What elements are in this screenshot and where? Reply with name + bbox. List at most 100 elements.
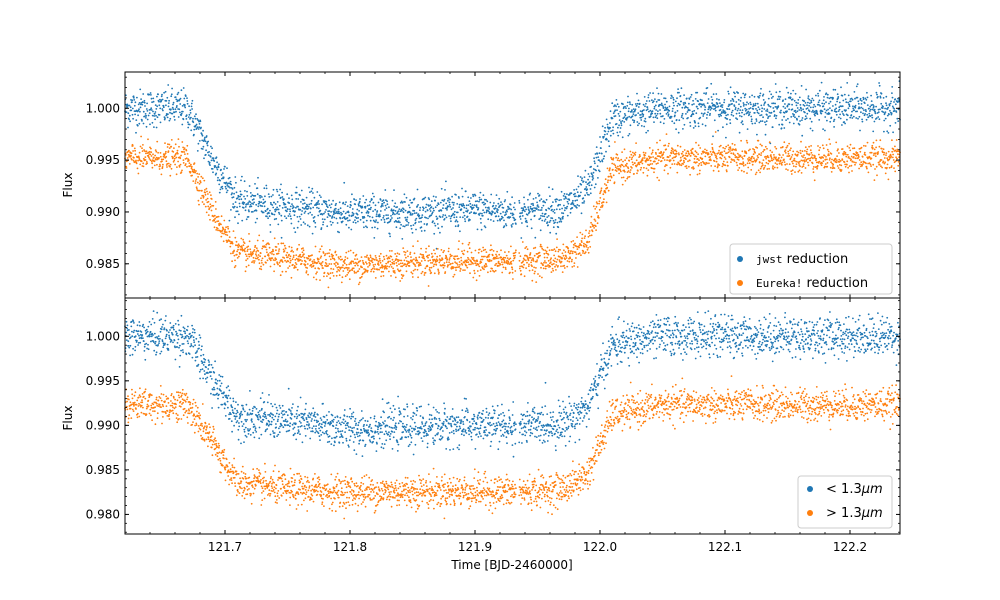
data-point: [688, 109, 691, 112]
data-point: [592, 177, 595, 180]
data-point: [751, 94, 753, 97]
data-point: [247, 245, 250, 248]
data-point: [804, 150, 806, 152]
data-point: [621, 151, 623, 154]
data-point: [334, 210, 336, 212]
data-point: [742, 162, 745, 165]
data-point: [628, 159, 631, 162]
data-point: [395, 262, 398, 264]
data-point: [704, 124, 707, 127]
data-point: [583, 242, 585, 245]
data-point: [313, 219, 315, 222]
data-point: [784, 149, 787, 152]
data-point: [556, 258, 559, 261]
data-point: [606, 181, 609, 184]
data-point: [822, 105, 825, 108]
data-point: [489, 260, 491, 262]
data-point: [683, 123, 686, 126]
data-point: [415, 256, 417, 259]
data-point: [393, 262, 396, 265]
data-point: [852, 107, 855, 110]
data-point: [652, 156, 654, 158]
data-point: [494, 264, 496, 267]
data-point: [216, 227, 219, 230]
data-point: [807, 97, 810, 99]
data-point: [351, 193, 353, 196]
data-point: [532, 204, 535, 207]
data-point: [592, 175, 594, 177]
data-point: [654, 160, 656, 163]
data-point: [205, 135, 208, 137]
data-point: [640, 125, 643, 127]
data-point: [535, 260, 538, 263]
data-point: [676, 171, 679, 174]
data-point: [711, 148, 714, 151]
data-point: [855, 117, 858, 119]
data-point: [355, 199, 357, 202]
data-point: [427, 260, 430, 262]
data-point: [854, 97, 856, 100]
data-point: [231, 188, 234, 190]
data-point: [485, 263, 487, 266]
data-point: [894, 98, 897, 100]
data-point: [826, 165, 829, 168]
data-point: [706, 102, 709, 104]
data-point: [334, 204, 337, 207]
data-point: [826, 162, 829, 164]
data-point: [763, 166, 766, 169]
data-point: [813, 103, 815, 106]
data-point: [255, 209, 258, 212]
data-point: [254, 183, 256, 185]
data-point: [590, 165, 592, 168]
data-point: [665, 133, 668, 136]
data-point: [330, 224, 333, 226]
data-point: [872, 105, 875, 108]
data-point: [206, 144, 209, 147]
data-point: [170, 145, 173, 148]
data-point: [663, 159, 666, 161]
data-point: [626, 105, 629, 107]
data-point: [340, 281, 343, 284]
data-point: [278, 261, 281, 264]
data-point: [309, 207, 312, 210]
data-point: [338, 270, 341, 272]
data-point: [139, 88, 142, 91]
data-point: [857, 117, 859, 120]
data-point: [834, 157, 837, 160]
data-point: [365, 219, 368, 222]
data-point: [748, 113, 751, 116]
data-point: [510, 224, 513, 227]
data-point: [597, 177, 599, 179]
data-point: [375, 219, 377, 222]
data-point: [563, 209, 566, 212]
data-point: [501, 261, 503, 263]
data-point: [791, 169, 794, 172]
data-point: [292, 205, 294, 207]
data-point: [194, 182, 197, 185]
data-point: [197, 142, 200, 145]
data-point: [779, 96, 782, 98]
data-point: [834, 103, 837, 106]
data-point: [693, 109, 696, 112]
data-point: [438, 271, 440, 274]
data-point: [720, 157, 723, 160]
data-point: [388, 233, 391, 235]
data-point: [659, 121, 662, 124]
data-point: [295, 198, 298, 200]
data-point: [159, 152, 162, 154]
data-point: [402, 211, 405, 214]
data-point: [528, 263, 530, 266]
data-point: [726, 108, 729, 110]
data-point: [633, 121, 635, 124]
data-point: [687, 150, 690, 153]
data-point: [588, 240, 591, 243]
data-point: [281, 191, 283, 194]
data-point: [571, 266, 574, 268]
data-point: [633, 119, 636, 122]
data-point: [883, 130, 885, 133]
data-point: [447, 247, 450, 250]
data-point: [658, 179, 660, 182]
data-point: [743, 103, 745, 106]
data-point: [574, 251, 577, 254]
data-point: [249, 205, 251, 208]
